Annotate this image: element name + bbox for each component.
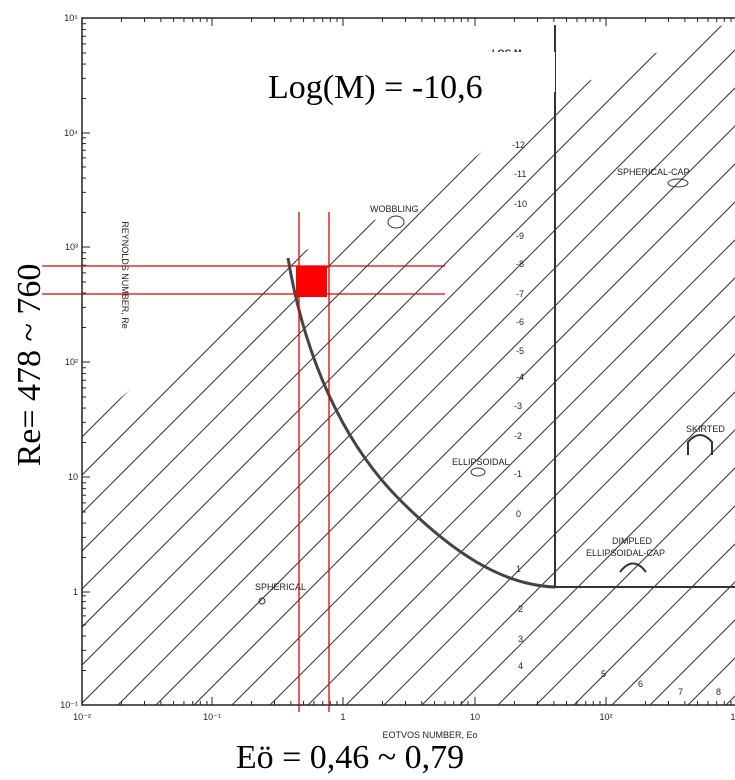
hatch-line xyxy=(82,20,363,705)
contour-label: -11 xyxy=(514,169,526,179)
spherical-boundary xyxy=(286,257,556,589)
x-tick-label: 10³ xyxy=(730,712,735,722)
bubble-icon xyxy=(667,178,689,188)
x-tick-label: 1 xyxy=(340,712,345,722)
regime-label: SPHERICAL xyxy=(255,582,306,592)
bubble-icon xyxy=(387,215,405,229)
hatch-line xyxy=(611,20,735,705)
ticks: 10⁻²10⁻¹11010²10³10⁵10⁴10³10²10110⁻¹ xyxy=(60,13,735,722)
contour-label: -8 xyxy=(516,259,524,269)
contour-label: -12 xyxy=(512,140,525,150)
regime-label: ELLIPSOIDAL xyxy=(452,457,510,467)
x-tick-label: 10² xyxy=(599,712,612,722)
bubble-icon xyxy=(619,562,647,573)
hatch-line xyxy=(82,20,735,705)
contour-label: -1 xyxy=(514,469,522,479)
contour-label: -4 xyxy=(516,372,524,382)
x-axis-label: EOTVOS NUMBER, Eo xyxy=(382,730,477,740)
contour-label: -5 xyxy=(516,346,524,356)
hatch-line xyxy=(231,20,735,705)
regime-label: DIMPLED xyxy=(612,536,653,546)
hatch-line xyxy=(269,20,735,705)
hatch-line xyxy=(497,20,735,705)
bubble-icon xyxy=(470,467,486,477)
bubble-icon xyxy=(687,434,713,455)
y-tick-label: 10⁴ xyxy=(64,128,78,138)
y-tick-label: 1 xyxy=(73,587,78,597)
contour-label: 5 xyxy=(601,669,606,679)
hatch-line xyxy=(82,20,439,705)
hatch-line xyxy=(82,20,705,705)
contour-label: 1 xyxy=(516,564,521,574)
hatch-line xyxy=(307,20,735,705)
y-tick-label: 10³ xyxy=(65,242,78,252)
x-tick-label: 10⁻¹ xyxy=(203,712,221,722)
x-tick-label: 10⁻² xyxy=(73,712,91,722)
contour-label: 3 xyxy=(518,634,523,644)
contour-label: 7 xyxy=(678,687,683,697)
regime-label: SKIRTED xyxy=(686,424,725,434)
y-tick-label: 10 xyxy=(68,472,78,482)
hatch-line xyxy=(459,20,735,705)
bubble-icon xyxy=(258,597,266,605)
hatch-line xyxy=(421,20,735,705)
regime-label: SPHERICAL-CAP xyxy=(617,167,690,177)
hatch-line xyxy=(82,20,553,705)
contour-labels: -14-13-12-11-10-9-8-7-6-5-4-3-2-10123456… xyxy=(512,65,721,697)
hatch-line xyxy=(155,20,735,705)
hatch-line xyxy=(117,20,735,705)
contour-label: -9 xyxy=(516,231,524,241)
hatch-line xyxy=(82,20,401,705)
contour-label: 6 xyxy=(638,679,643,689)
hatch-line xyxy=(687,20,735,705)
hatch-line xyxy=(82,20,477,705)
y-tick-label: 10⁻¹ xyxy=(60,700,78,710)
hatch-line xyxy=(82,20,325,705)
contour-label: -2 xyxy=(514,431,522,441)
eo-annotation: Eö = 0,46 ~ 0,79 xyxy=(236,739,464,776)
contour-label: 2 xyxy=(518,604,523,614)
hatch-line xyxy=(383,20,735,705)
regime-label: WOBBLING xyxy=(370,204,419,214)
hatch-line xyxy=(82,20,591,705)
contour-label: -7 xyxy=(516,289,524,299)
contour-label: 0 xyxy=(516,509,521,519)
y-tick-label: 10⁵ xyxy=(64,13,78,23)
y-axis-label: REYNOLDS NUMBER, Re xyxy=(120,221,130,329)
hatch-line xyxy=(573,20,735,705)
x-tick-label: 10 xyxy=(470,712,480,722)
contour-label: -3 xyxy=(514,401,522,411)
y-tick-label: 10² xyxy=(65,357,78,367)
hatch-line xyxy=(649,20,735,705)
hatch-line xyxy=(345,20,735,705)
contour-label: 8 xyxy=(716,687,721,697)
cap-boundary xyxy=(554,25,735,588)
hatch-line xyxy=(82,20,515,705)
contour-label: -6 xyxy=(516,317,524,327)
label-backdrop xyxy=(455,52,555,92)
hatch-line xyxy=(82,20,735,705)
operating-region xyxy=(296,266,327,297)
hatch-line xyxy=(535,20,735,705)
hatch-line xyxy=(82,20,667,705)
hatch-line xyxy=(193,20,735,705)
plot-frame xyxy=(81,17,735,706)
log-m-annotation: Log(M) = -10,6 xyxy=(268,69,483,106)
contour-label: 4 xyxy=(518,661,523,671)
re-annotation: Re= 478 ~ 760 xyxy=(11,264,48,467)
contour-label: -10 xyxy=(514,199,527,209)
hatching xyxy=(82,20,735,705)
regime-label: ELLIPSOIDAL-CAP xyxy=(586,548,665,558)
